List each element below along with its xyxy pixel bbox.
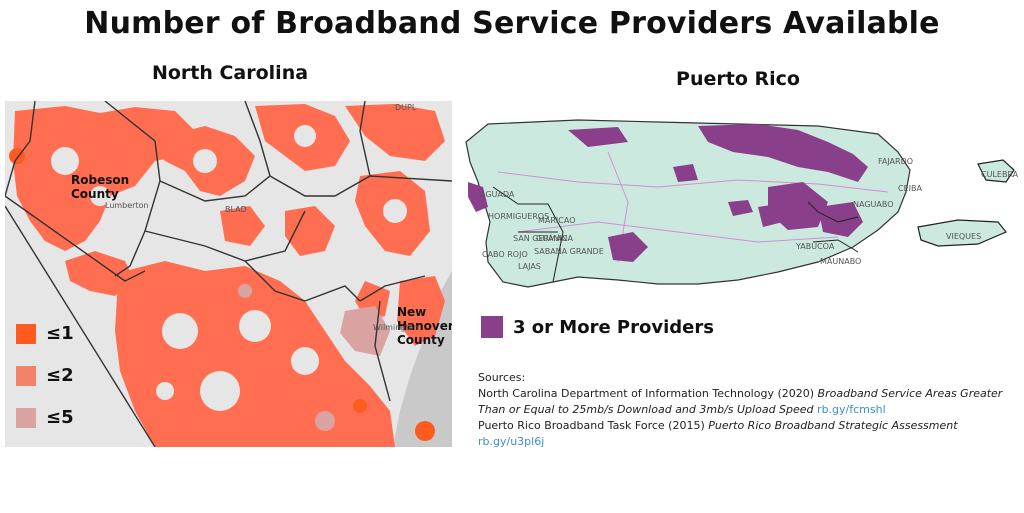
sources-heading: Sources: <box>478 371 526 384</box>
new-hanover-county-label: New Hanover County <box>397 305 452 347</box>
north-carolina-map: Robeson County New Hanover County Lumber… <box>5 101 452 447</box>
legend-swatch-1 <box>16 323 36 344</box>
municipality-borders <box>492 186 859 283</box>
unserved-areas <box>51 125 407 411</box>
maricao-label: MARICAO <box>538 216 576 225</box>
one-provider-areas <box>9 148 435 441</box>
sabana-grande-label: SABANA GRANDE <box>534 247 604 256</box>
source-nc-title: Broadband Service Areas Greater Than or … <box>478 387 1003 416</box>
pr-legend-label: 3 or More Providers <box>513 316 714 338</box>
lumberton-label: Lumberton <box>105 201 149 210</box>
sources: Sources: North Carolina Department of In… <box>478 370 1018 450</box>
source-pr: Puerto Rico Broadband Task Force (2015) … <box>478 418 1018 450</box>
vieques-island <box>917 219 1007 247</box>
service-areas <box>13 104 445 447</box>
source-nc-link[interactable]: rb.gy/fcmshl <box>817 403 886 416</box>
legend-label-3: ≤5 <box>46 407 74 428</box>
north-carolina-map-graphic <box>5 101 452 447</box>
source-pr-title: Puerto Rico Broadband Strategic Assessme… <box>708 419 958 432</box>
puerto-rico-legend: 3 or More Providers <box>481 316 714 338</box>
fajardo-label: FAJARDO <box>878 157 914 166</box>
county-boundaries <box>5 101 452 402</box>
legend-item-2: ≤2 <box>16 365 74 386</box>
cabo-rojo-label: CABO ROJO <box>482 250 528 259</box>
hormigueros-label: HORMIGUEROS <box>488 212 550 221</box>
legend-item-1: ≤1 <box>16 323 74 344</box>
bladen-label: BLAD <box>225 205 247 214</box>
legend-swatch-2 <box>16 365 36 386</box>
three-plus-provider-areas <box>468 124 868 262</box>
san-german-label: SAN GERMÁN <box>513 234 568 243</box>
naguabo-label: NAGUABO <box>853 200 894 209</box>
aguada-label: AGUADA <box>480 190 515 199</box>
source-pr-text: Puerto Rico Broadband Task Force (2015) <box>478 419 709 432</box>
guanica-label: GUÁNICA <box>536 234 573 243</box>
lajas-label: LAJAS <box>518 262 541 271</box>
culebra-island <box>977 159 1015 183</box>
legend-item-3: ≤5 <box>16 407 74 428</box>
duplin-label: DUPL <box>395 103 417 112</box>
ceiba-label: CEIBA <box>898 184 922 193</box>
vieques-label: VIEQUES <box>946 232 982 241</box>
north-carolina-title: North Carolina <box>151 62 309 84</box>
culebra-label: CULEBRA <box>981 170 1019 179</box>
legend-label-1: ≤1 <box>46 323 74 344</box>
puerto-rico-map-graphic <box>465 119 1015 288</box>
legend-swatch-3 <box>16 407 36 428</box>
source-pr-link[interactable]: rb.gy/u3pl6j <box>478 435 545 448</box>
maunabo-label: MAUNABO <box>820 257 862 266</box>
source-nc: North Carolina Department of Information… <box>478 386 1018 418</box>
state-border <box>5 205 156 447</box>
legend-label-2: ≤2 <box>46 365 74 386</box>
purple-swatch <box>481 316 503 338</box>
puerto-rico-map: AGUADA HORMIGUEROS SAN GERMÁN CABO ROJO … <box>458 112 1020 300</box>
robeson-county-label: Robeson County <box>71 173 130 201</box>
wilmington-label: Wilmington <box>373 323 419 332</box>
source-nc-text: North Carolina Department of Information… <box>478 387 818 400</box>
yabucoa-label: YABUCOA <box>796 242 835 251</box>
puerto-rico-title: Puerto Rico <box>676 68 800 90</box>
page-title: Number of Broadband Service Providers Av… <box>84 6 940 41</box>
